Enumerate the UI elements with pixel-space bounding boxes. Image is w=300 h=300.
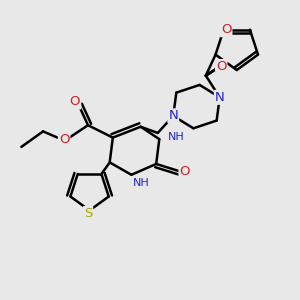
Text: O: O [59, 133, 69, 146]
Text: N: N [168, 110, 178, 122]
Text: N: N [215, 91, 225, 104]
Text: NH: NH [168, 132, 185, 142]
Text: S: S [84, 207, 92, 220]
Text: O: O [179, 165, 190, 178]
Text: O: O [216, 60, 226, 73]
Text: NH: NH [133, 178, 150, 188]
Text: O: O [70, 95, 80, 109]
Text: O: O [221, 23, 231, 36]
